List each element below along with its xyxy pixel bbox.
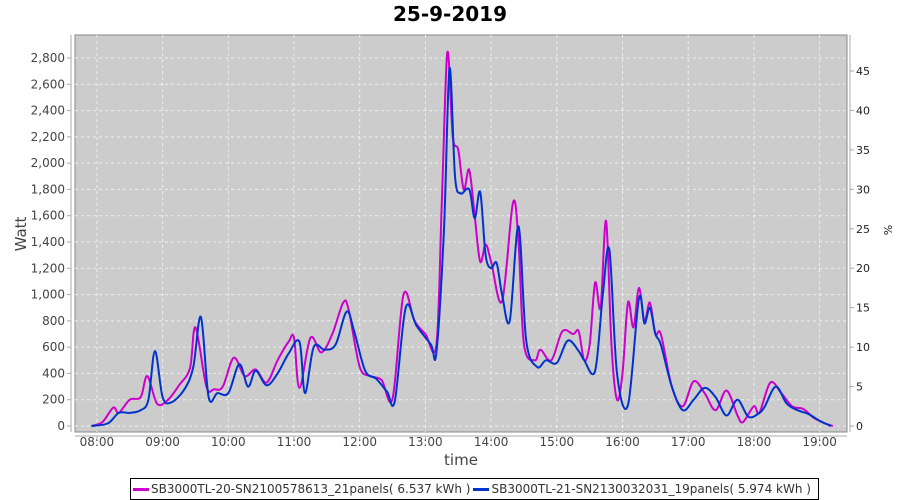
y-tick-label: 1,800 — [31, 182, 65, 196]
legend: SB3000TL-20-SN2100578613_21panels( 6.537… — [130, 478, 819, 500]
chart-title: 25-9-2019 — [392, 2, 507, 26]
gridlines — [75, 35, 847, 432]
x-tick-label: 13:00 — [408, 435, 443, 449]
y2-tick-label: 35 — [856, 144, 870, 157]
series-line-2 — [91, 67, 832, 427]
y-tick-label: 1,200 — [31, 261, 65, 275]
x-axis-label: time — [444, 451, 478, 469]
y-tick-label: 2,000 — [31, 156, 65, 170]
y-tick-label: 2,600 — [31, 77, 65, 91]
x-tick-label: 09:00 — [145, 435, 180, 449]
y2-tick-label: 45 — [856, 65, 870, 78]
x-axis-ticks: 08:00 09:00 10:00 11:00 12:00 13:00 14:00 15:00… — [80, 435, 837, 449]
x-tick-label: 14:00 — [474, 435, 509, 449]
x-tick-label: 17:00 — [671, 435, 706, 449]
series-lines — [91, 50, 834, 427]
legend-item-series-2: SB3000TL-21-SN2130032031_19panels( 5.974… — [473, 482, 811, 496]
legend-item-series-1: SB3000TL-20-SN2100578613_21panels( 6.537… — [133, 482, 470, 496]
x-tick-label: 18:00 — [737, 435, 772, 449]
y-tick-label: 600 — [42, 340, 65, 354]
x-tick-label: 15:00 — [540, 435, 575, 449]
y-tick-label: 2,400 — [31, 104, 65, 118]
y2-axis-label: % — [881, 225, 894, 235]
y-tick-label: 1,000 — [31, 288, 65, 302]
y2-tick-label: 15 — [856, 302, 870, 315]
series-line-1 — [91, 50, 834, 427]
y-tick-label: 200 — [42, 393, 65, 407]
x-tick-label: 19:00 — [802, 435, 837, 449]
legend-swatch — [133, 487, 149, 491]
legend-label: SB3000TL-21-SN2130032031_19panels( 5.974… — [491, 482, 811, 496]
y-tick-label: 2,800 — [31, 51, 65, 65]
y2-axis-ticks: 0 5 10 15 20 25 30 35 40 45 — [850, 65, 870, 433]
y2-tick-label: 0 — [856, 420, 863, 433]
y2-tick-label: 10 — [856, 341, 870, 354]
y-tick-label: 1,400 — [31, 235, 65, 249]
y2-tick-label: 40 — [856, 104, 870, 117]
legend-swatch — [473, 487, 490, 491]
y2-tick-label: 20 — [856, 262, 870, 275]
plot-area — [74, 34, 848, 433]
y-tick-label: 800 — [42, 314, 65, 328]
y-axis-label: Watt — [12, 216, 30, 251]
x-tick-label: 11:00 — [277, 435, 312, 449]
y2-tick-label: 30 — [856, 183, 870, 196]
y2-tick-label: 25 — [856, 223, 870, 236]
y-axis-ticks: 0 200 400 600 800 1,000 1,200 1,400 1,600 1,800 2,… — [31, 51, 71, 433]
legend-label: SB3000TL-20-SN2100578613_21panels( 6.537… — [151, 482, 471, 496]
x-tick-label: 16:00 — [605, 435, 640, 449]
y-tick-label: 1,600 — [31, 209, 65, 223]
y-tick-label: 2,200 — [31, 130, 65, 144]
x-tick-label: 08:00 — [80, 435, 115, 449]
y-tick-label: 0 — [57, 419, 65, 433]
x-tick-label: 12:00 — [342, 435, 377, 449]
x-tick-label: 10:00 — [211, 435, 246, 449]
y2-tick-label: 5 — [856, 381, 863, 394]
y-tick-label: 400 — [42, 366, 65, 380]
